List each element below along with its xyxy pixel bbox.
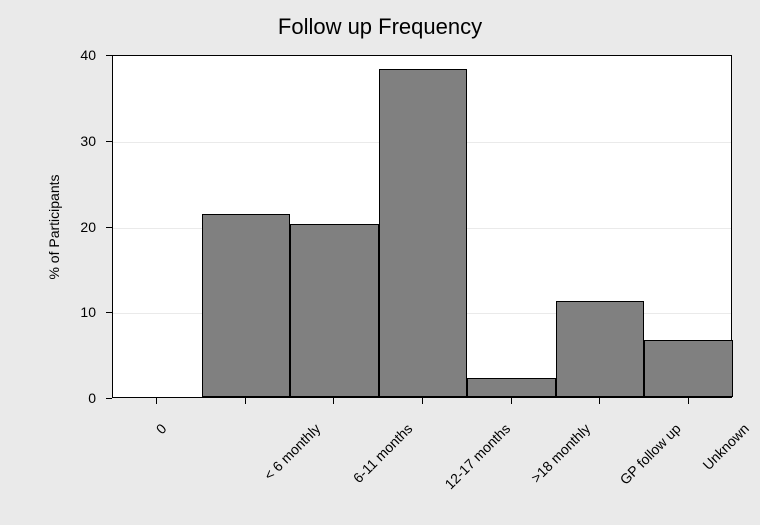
ytick-label: 20 (80, 219, 96, 235)
bar (556, 301, 645, 397)
bar (290, 224, 379, 397)
xtick-mark (688, 398, 689, 404)
chart-title: Follow up Frequency (0, 14, 760, 40)
y-axis-label: % of Participants (46, 174, 62, 279)
xtick-label: < 6 monthly (260, 420, 323, 483)
ytick-mark (106, 312, 112, 313)
ytick-label: 0 (88, 390, 96, 406)
xtick-mark (156, 398, 157, 404)
bar (644, 340, 733, 397)
xtick-label: 0 (153, 420, 170, 437)
ytick-label: 30 (80, 133, 96, 149)
xtick-label: Unknown (699, 420, 752, 473)
xtick-mark (333, 398, 334, 404)
xtick-label: >18 monthly (527, 420, 593, 486)
xtick-mark (511, 398, 512, 404)
bar (202, 214, 291, 397)
ytick-label: 40 (80, 47, 96, 63)
xtick-mark (245, 398, 246, 404)
bar (379, 69, 468, 397)
xtick-mark (599, 398, 600, 404)
ytick-mark (106, 55, 112, 56)
ytick-mark (106, 398, 112, 399)
ytick-mark (106, 141, 112, 142)
xtick-label: 6-11 months (350, 420, 416, 486)
xtick-label: GP follow up (617, 420, 684, 487)
plot-outer: % of Participants 0102030400< 6 monthly6… (112, 55, 732, 398)
xtick-mark (422, 398, 423, 404)
xtick-label: 12-17 months (441, 420, 513, 492)
ytick-mark (106, 227, 112, 228)
figure: Follow up Frequency % of Participants 01… (0, 0, 760, 525)
plot-area (112, 55, 732, 398)
bar (467, 378, 556, 397)
ytick-label: 10 (80, 304, 96, 320)
